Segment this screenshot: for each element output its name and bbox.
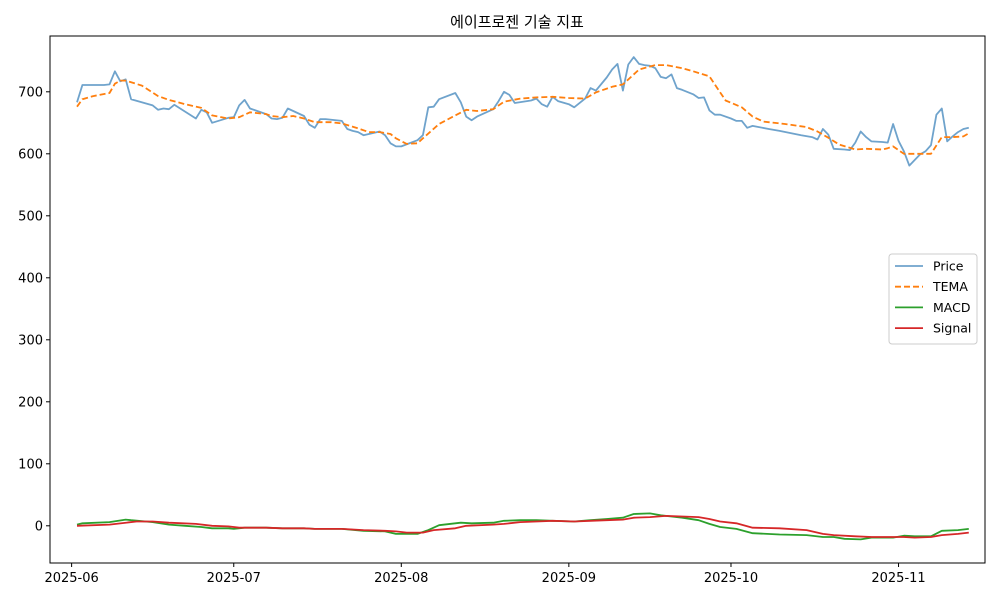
x-tick-label: 2025-11	[871, 571, 925, 586]
legend: Price TEMA MACD Signal	[888, 253, 978, 345]
y-tick-label: 500	[18, 209, 43, 224]
legend-box	[888, 253, 978, 345]
series-line-macd	[76, 512, 969, 541]
legend-label-tema: TEMA	[932, 279, 968, 294]
y-tick-label: 100	[18, 457, 43, 472]
plot-frame	[49, 35, 986, 564]
legend-label-macd: MACD	[933, 300, 970, 315]
series-line-signal	[76, 515, 969, 539]
y-tick-label: 700	[18, 85, 43, 100]
chart-title: 에이프로젠 기술 지표	[450, 13, 584, 31]
x-tick-label: 2025-08	[374, 571, 428, 586]
y-tick-label: 300	[18, 333, 43, 348]
series-line-price	[76, 56, 969, 167]
y-tick-label: 600	[18, 147, 43, 162]
legend-label-signal: Signal	[933, 321, 971, 336]
y-tick-label: 400	[18, 271, 43, 286]
series-layer	[76, 56, 970, 541]
y-tick-label: 200	[18, 395, 43, 410]
y-tick-label: 0	[35, 519, 43, 534]
x-tick-label: 2025-06	[44, 571, 98, 586]
x-tick-label: 2025-07	[207, 571, 261, 586]
series-line-tema	[76, 64, 970, 155]
x-axis: 2025-06 2025-07 2025-08 2025-09 2025-10 2025-…	[44, 563, 926, 586]
y-axis: 0 100 200 300 400 500 600 700	[18, 85, 50, 534]
x-tick-label: 2025-10	[704, 571, 758, 586]
x-tick-label: 2025-09	[542, 571, 596, 586]
legend-label-price: Price	[933, 259, 964, 274]
